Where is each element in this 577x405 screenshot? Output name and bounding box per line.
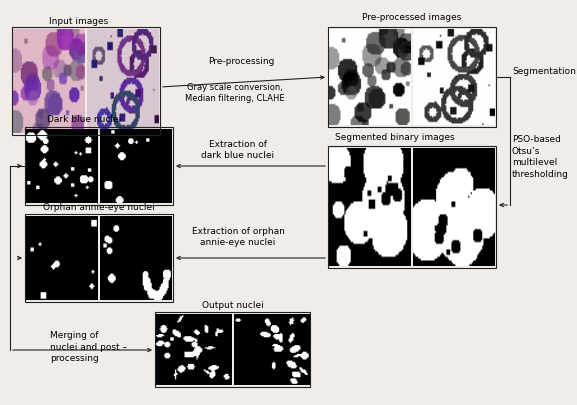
Text: Orphan annie-eye nuclei: Orphan annie-eye nuclei [43,202,155,211]
Bar [12,27,160,135]
Text: Dark blue nuclei: Dark blue nuclei [47,115,121,124]
Bar [328,146,496,268]
Text: Pre-processed images: Pre-processed images [362,13,462,21]
Text: Gray scale conversion,
Median filtering, CLAHE: Gray scale conversion, Median filtering,… [185,83,285,103]
Bar [25,127,173,205]
Bar [328,27,496,127]
Text: Extraction of orphan
annie-eye nuclei: Extraction of orphan annie-eye nuclei [192,227,284,247]
Text: Merging of
nuclei and post –
processing: Merging of nuclei and post – processing [50,331,127,363]
Text: Output nuclei: Output nuclei [201,301,263,309]
Text: PSO-based
Otsu’s
multilevel
thresholding: PSO-based Otsu’s multilevel thresholding [512,135,569,179]
Text: Segmentation: Segmentation [512,68,576,77]
Text: Segmented binary images: Segmented binary images [335,134,455,143]
Text: Extraction of
dark blue nuclei: Extraction of dark blue nuclei [201,140,275,160]
Text: Input images: Input images [49,17,108,26]
Text: Pre-processing: Pre-processing [208,58,274,66]
Bar [155,312,310,387]
Bar [25,214,173,302]
